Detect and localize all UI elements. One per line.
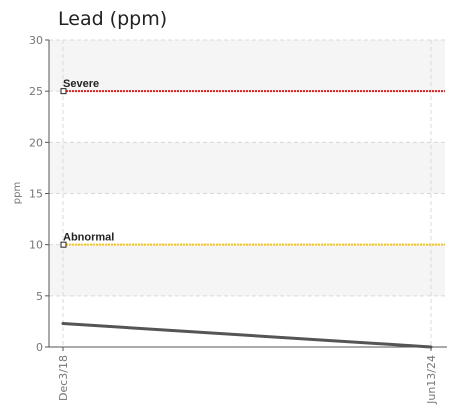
data-series xyxy=(61,322,433,349)
axes xyxy=(45,39,447,351)
y-tick-label: 15 xyxy=(29,188,43,201)
chart-title: Lead (ppm) xyxy=(58,8,168,30)
reference-lines: Severe Abnormal xyxy=(60,78,445,248)
y-tick-label: 10 xyxy=(29,239,43,252)
reference-marker xyxy=(60,241,67,248)
y-tick-label: 25 xyxy=(29,85,43,98)
y-tick-label: 30 xyxy=(29,34,43,47)
y-tick-label: 0 xyxy=(36,341,43,354)
reference-label: Abnormal xyxy=(63,232,114,244)
series-line xyxy=(61,322,433,349)
y-tick-label: 5 xyxy=(36,290,43,303)
background-bands xyxy=(49,40,445,296)
y-tick-label: 20 xyxy=(29,136,43,149)
reference-label: Severe xyxy=(63,78,99,90)
reference-marker xyxy=(60,88,67,95)
y-axis-title: ppm xyxy=(12,182,23,204)
background-band xyxy=(49,40,445,92)
background-band xyxy=(49,244,445,296)
tick-labels: 0 5 10 15 20 25 30 Dec3/18 Jun13/24 xyxy=(29,34,438,405)
x-tick-label: Dec3/18 xyxy=(57,355,70,401)
background-band xyxy=(49,142,445,194)
x-tick-label: Jun13/24 xyxy=(425,355,438,405)
